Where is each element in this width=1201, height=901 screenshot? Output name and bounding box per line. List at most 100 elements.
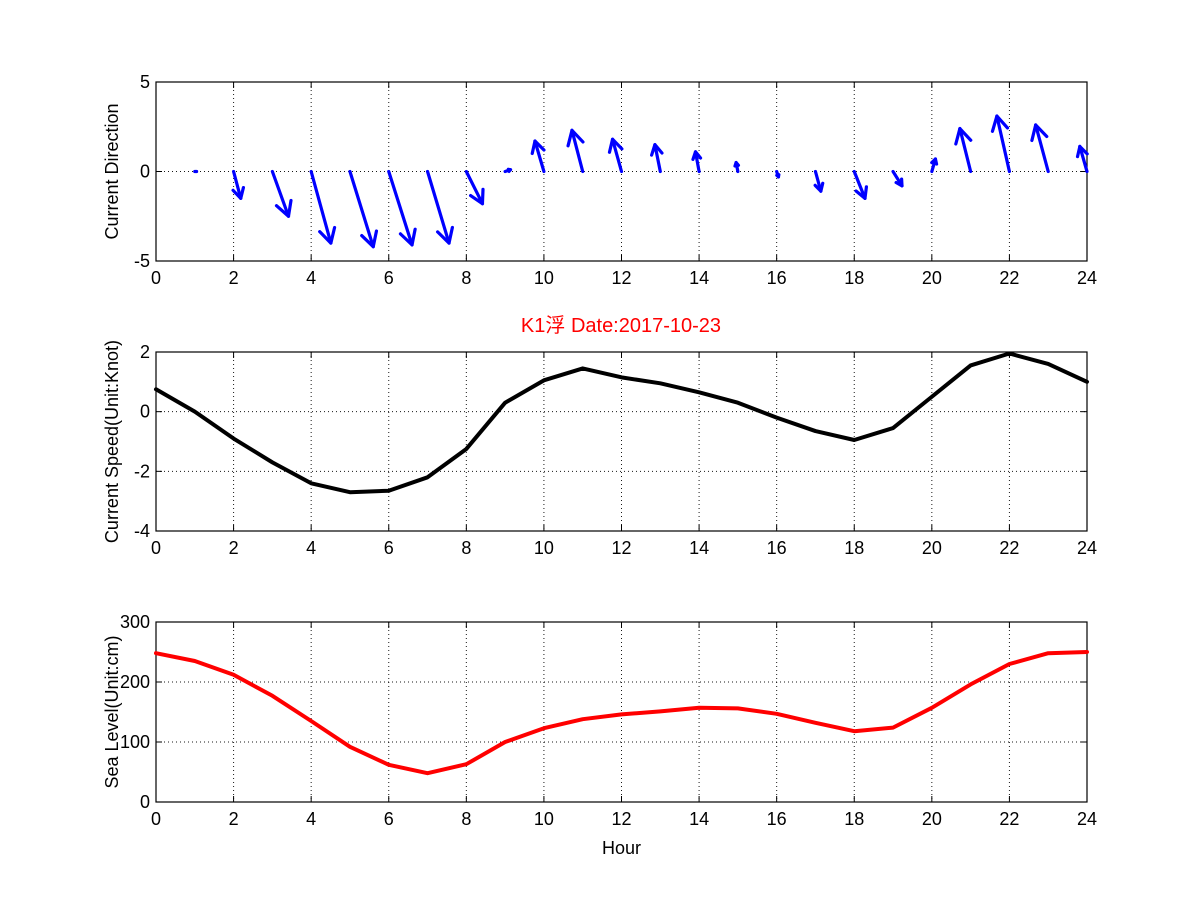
current-arrow	[387, 169, 417, 247]
current-speed-xtick-label: 22	[999, 538, 1019, 558]
sea-level-xtick-label: 8	[461, 809, 471, 829]
current-direction-xtick-label: 12	[611, 268, 631, 288]
current-arrow-head	[930, 157, 939, 166]
current-arrow-shaft	[610, 137, 624, 174]
current-arrow-head	[894, 177, 904, 188]
current-arrow-head	[990, 114, 1010, 133]
current-arrow	[566, 128, 585, 174]
sea-level-ytick-label: 300	[120, 612, 150, 632]
current-direction-xtick-label: 8	[461, 268, 471, 288]
current-direction-ytick-label: 5	[140, 72, 150, 92]
current-speed-xtick-label: 6	[384, 538, 394, 558]
sea-level-ylabel: Sea Level(Unit:cm)	[102, 635, 122, 788]
sea-level-ytick-label: 100	[120, 732, 150, 752]
current-arrow	[425, 169, 454, 245]
current-arrow-head	[954, 126, 973, 146]
current-arrow-head	[398, 227, 417, 247]
current-arrow	[852, 169, 868, 200]
current-arrow-head	[274, 198, 293, 218]
current-arrow-head	[469, 187, 485, 206]
sea-level-xtick-label: 2	[229, 809, 239, 829]
current-arrow	[1030, 123, 1050, 174]
current-arrow-head	[775, 173, 781, 179]
current-speed-axes-box	[155, 351, 1088, 532]
current-arrow	[270, 169, 293, 218]
current-arrow-head	[607, 137, 624, 154]
current-speed-ytick-label: 0	[140, 402, 150, 422]
current-arrow-shaft	[464, 169, 485, 206]
current-arrow	[503, 167, 513, 174]
current-direction-xtick-label: 24	[1077, 268, 1097, 288]
current-direction-xtick-label: 0	[151, 268, 161, 288]
sea-level-xtick-label: 4	[306, 809, 316, 829]
sea-level-xtick-label: 6	[384, 809, 394, 829]
current-arrow-shaft	[425, 169, 451, 245]
current-arrow-head	[854, 185, 868, 200]
current-speed-xtick-label: 16	[767, 538, 787, 558]
current-arrow	[309, 169, 337, 245]
sea-level-ytick-label: 0	[140, 792, 150, 812]
sea-level-axes-box	[155, 621, 1088, 803]
current-arrow	[464, 169, 485, 206]
current-arrow-shaft	[570, 128, 585, 174]
sea-level-xtick-label: 14	[689, 809, 709, 829]
current-arrow-head	[436, 225, 454, 245]
current-arrow-head	[1030, 123, 1049, 143]
sea-level-line	[154, 650, 1089, 776]
current-arrow-shaft	[958, 126, 973, 174]
current-arrow-head	[650, 143, 664, 157]
current-arrow-head	[566, 128, 585, 148]
current-arrow-shaft	[309, 169, 333, 245]
current-arrow	[990, 114, 1012, 174]
sea-level-xtick-label: 20	[922, 809, 942, 829]
current-speed-xtick-label: 14	[689, 538, 709, 558]
sea-level-xtick-label: 24	[1077, 809, 1097, 829]
current-arrow-shaft	[231, 169, 243, 200]
current-arrow-head	[530, 139, 546, 156]
current-arrow	[733, 160, 741, 174]
current-speed-xtick-label: 18	[844, 538, 864, 558]
current-speed-xtick-label: 10	[534, 538, 554, 558]
sea-level-xtick-label: 0	[151, 809, 161, 829]
current-direction-ylabel: Current Direction	[102, 103, 122, 239]
current-arrow-head	[506, 167, 513, 173]
current-speed-xtick-label: 4	[306, 538, 316, 558]
sea-level-ytick-label: 200	[120, 672, 150, 692]
current-arrow-shaft	[1078, 144, 1089, 174]
current-speed-ytick-label: -2	[134, 461, 150, 481]
current-direction-ytick-label: 0	[140, 162, 150, 182]
current-arrow-shaft	[693, 150, 701, 174]
current-arrow	[954, 126, 973, 174]
current-arrow	[231, 169, 246, 200]
current-arrow-head	[733, 160, 741, 168]
current-arrow-head	[813, 181, 825, 193]
current-arrow	[691, 150, 703, 174]
current-speed-xtick-label: 20	[922, 538, 942, 558]
sea-level-xtick-label: 18	[844, 809, 864, 829]
current-arrow	[930, 157, 939, 174]
sea-level-xlabel: Hour	[602, 838, 641, 858]
chart-title: K1浮 Date:2017-10-23	[521, 314, 721, 337]
current-arrow-shaft	[387, 169, 414, 247]
current-arrow	[1075, 144, 1089, 174]
current-direction-xtick-label: 20	[922, 268, 942, 288]
sea-level-xtick-label: 22	[999, 809, 1019, 829]
current-direction-xtick-label: 6	[384, 268, 394, 288]
current-arrow-shaft	[852, 169, 867, 200]
current-arrow-shaft	[653, 143, 662, 174]
current-arrow	[607, 137, 624, 174]
current-direction-xtick-label: 10	[534, 268, 554, 288]
current-arrow-shaft	[348, 169, 375, 249]
current-speed-xtick-label: 24	[1077, 538, 1097, 558]
current-direction-xtick-label: 14	[689, 268, 709, 288]
current-arrow-head	[318, 225, 337, 245]
current-speed-ylabel: Current Speed(Unit:Knot)	[102, 340, 122, 543]
current-arrow	[891, 169, 904, 188]
current-arrow-head	[360, 229, 379, 249]
current-direction-xtick-label: 22	[999, 268, 1019, 288]
current-arrow-head	[231, 185, 246, 200]
